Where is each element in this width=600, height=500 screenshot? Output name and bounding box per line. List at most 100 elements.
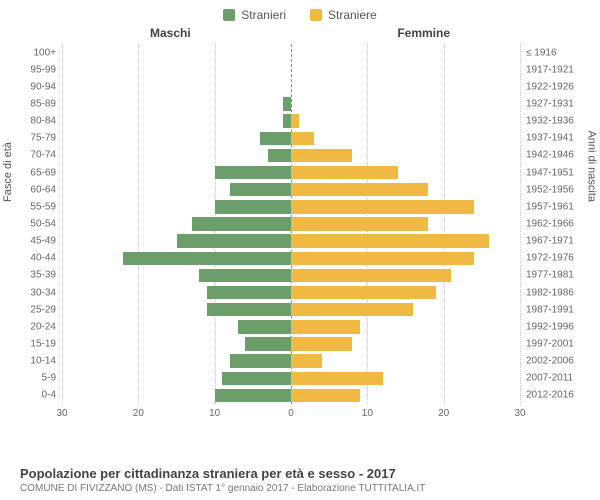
birth-label: 1982-1986: [526, 287, 580, 298]
bar-male: [123, 252, 291, 265]
birth-label: 1952-1956: [526, 184, 580, 195]
birth-label: 2007-2011: [526, 373, 580, 384]
pyramid-row: [62, 130, 520, 147]
pyramid-row: [62, 284, 520, 301]
bar-male: [199, 269, 291, 282]
pyramid-row: [62, 147, 520, 164]
birth-label: 1997-2001: [526, 339, 580, 350]
bar-female: [291, 200, 474, 213]
bar-male: [283, 114, 291, 127]
pyramid-row: [62, 95, 520, 112]
legend: Stranieri Straniere: [0, 0, 600, 26]
bar-female: [291, 234, 489, 247]
age-labels: 100+95-9990-9485-8980-8475-7970-7465-696…: [20, 44, 60, 404]
y-axis-title-right: Anni di nascita: [586, 130, 598, 202]
birth-label: 2012-2016: [526, 390, 580, 401]
chart-subtitle: COMUNE DI FIVIZZANO (MS) - Dati ISTAT 1°…: [20, 483, 580, 494]
pyramid-row: [62, 370, 520, 387]
bar-male: [268, 149, 291, 162]
footer: Popolazione per cittadinanza straniera p…: [20, 466, 580, 494]
age-label: 80-84: [20, 116, 56, 127]
bar-male: [283, 97, 291, 110]
bar-male: [215, 166, 291, 179]
bar-male: [207, 303, 291, 316]
age-label: 95-99: [20, 64, 56, 75]
birth-label: 1937-1941: [526, 133, 580, 144]
plot: [62, 44, 520, 404]
bar-male: [215, 200, 291, 213]
bar-male: [260, 132, 291, 145]
bar-male: [238, 320, 291, 333]
x-tick: 0: [288, 408, 294, 419]
x-tick: 10: [209, 408, 220, 419]
age-label: 65-69: [20, 167, 56, 178]
birth-label: 1977-1981: [526, 270, 580, 281]
birth-label: ≤ 1916: [526, 47, 580, 58]
bar-male: [192, 217, 291, 230]
age-label: 30-34: [20, 287, 56, 298]
age-label: 55-59: [20, 201, 56, 212]
bar-female: [291, 166, 398, 179]
age-label: 0-4: [20, 390, 56, 401]
age-label: 10-14: [20, 356, 56, 367]
birth-label: 1917-1921: [526, 64, 580, 75]
age-label: 85-89: [20, 99, 56, 110]
x-tick: 30: [56, 408, 67, 419]
age-label: 25-29: [20, 304, 56, 315]
gender-label-female: Femmine: [397, 26, 450, 40]
pyramid-row: [62, 78, 520, 95]
bar-female: [291, 183, 428, 196]
bar-female: [291, 252, 474, 265]
bar-female: [291, 303, 413, 316]
age-label: 90-94: [20, 81, 56, 92]
pyramid-row: [62, 335, 520, 352]
bar-female: [291, 389, 360, 402]
x-axis-ticks: 3020100102030: [62, 408, 520, 422]
age-label: 5-9: [20, 373, 56, 384]
bar-female: [291, 354, 322, 367]
x-tick: 20: [438, 408, 449, 419]
age-label: 75-79: [20, 133, 56, 144]
birth-label: 1932-1936: [526, 116, 580, 127]
birth-label: 1922-1926: [526, 81, 580, 92]
age-label: 70-74: [20, 150, 56, 161]
bar-female: [291, 132, 314, 145]
bar-female: [291, 149, 352, 162]
pyramid-row: [62, 353, 520, 370]
bar-male: [230, 354, 291, 367]
pyramid-row: [62, 61, 520, 78]
age-label: 40-44: [20, 253, 56, 264]
age-label: 20-24: [20, 321, 56, 332]
bar-male: [230, 183, 291, 196]
pyramid-row: [62, 44, 520, 61]
bar-female: [291, 372, 383, 385]
pyramid-row: [62, 164, 520, 181]
x-tick: 20: [133, 408, 144, 419]
legend-label-male: Stranieri: [241, 8, 286, 22]
birth-label: 1927-1931: [526, 99, 580, 110]
pyramid-row: [62, 267, 520, 284]
pyramid-row: [62, 181, 520, 198]
bar-female: [291, 269, 451, 282]
pyramid-row: [62, 250, 520, 267]
pyramid-row: [62, 198, 520, 215]
chart-title: Popolazione per cittadinanza straniera p…: [20, 466, 580, 481]
birth-label: 2002-2006: [526, 356, 580, 367]
x-tick: 30: [514, 408, 525, 419]
chart-area: Maschi Femmine Fasce di età Anni di nasc…: [20, 26, 580, 426]
age-label: 35-39: [20, 270, 56, 281]
birth-label: 1942-1946: [526, 150, 580, 161]
birth-label: 1972-1976: [526, 253, 580, 264]
bar-male: [207, 286, 291, 299]
birth-label: 1992-1996: [526, 321, 580, 332]
age-label: 60-64: [20, 184, 56, 195]
bar-male: [245, 337, 291, 350]
bar-male: [222, 372, 291, 385]
pyramid-row: [62, 318, 520, 335]
legend-swatch-male: [223, 9, 235, 21]
birth-label: 1987-1991: [526, 304, 580, 315]
legend-item-male: Stranieri: [223, 8, 286, 22]
legend-label-female: Straniere: [328, 8, 377, 22]
bar-male: [177, 234, 292, 247]
pyramid-row: [62, 301, 520, 318]
